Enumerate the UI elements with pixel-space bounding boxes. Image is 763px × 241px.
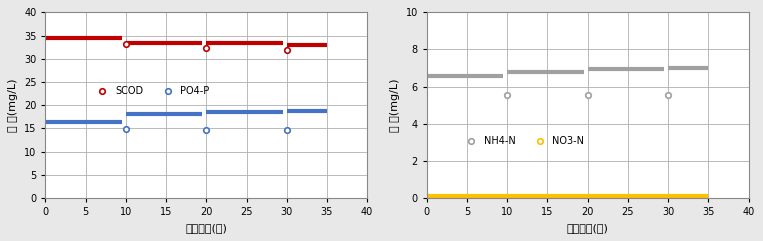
X-axis label: 운전기간(일): 운전기간(일) xyxy=(185,223,227,233)
Y-axis label: 농 도(mg/L): 농 도(mg/L) xyxy=(8,79,18,132)
Legend: SCOD, PO4-P: SCOD, PO4-P xyxy=(89,82,214,100)
Y-axis label: 농 도(mg/L): 농 도(mg/L) xyxy=(390,79,400,132)
X-axis label: 운전기간(일): 운전기간(일) xyxy=(567,223,609,233)
Legend: NH4-N, NO3-N: NH4-N, NO3-N xyxy=(457,132,588,150)
